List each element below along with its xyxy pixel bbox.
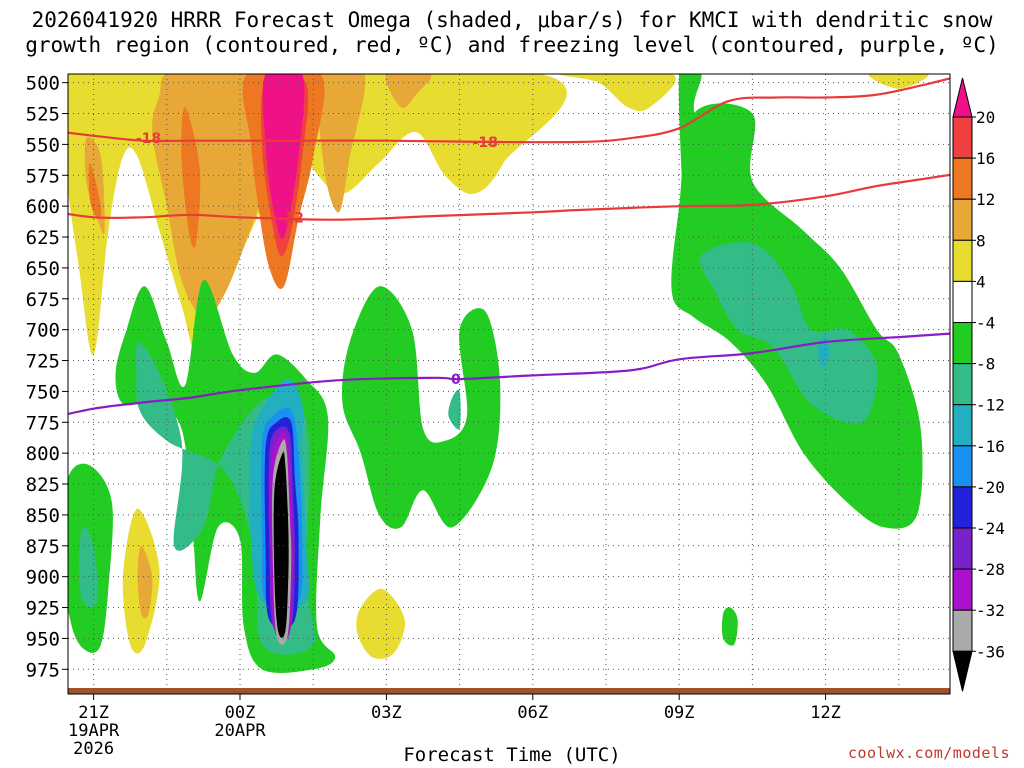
colorbar-segment-7 [952,363,973,406]
colorbar-label-0: 20 [976,108,995,127]
omega-region-minus36-33 [273,451,289,638]
x-axis-title: Forecast Time (UTC) [403,744,621,766]
colorbar-label-11: -28 [976,560,1005,579]
colorbar-segment-12 [952,568,973,611]
colorbar-bottom-triangle [952,650,973,692]
y-tick-label-675: 675 [26,289,60,311]
omega-region-minus8-25 [699,242,878,424]
omega-region-8-8 [385,74,432,109]
colorbar-segment-3 [952,198,973,241]
y-tick-label-825: 825 [26,474,60,496]
x-tick-label-0-1: 19APR [68,721,120,741]
colorbar-label-8: -16 [976,437,1005,456]
credit-text: coolwx.com/models [847,744,1010,762]
colorbar-segment-8 [952,404,973,447]
x-tick-label-3-0: 06Z [517,703,548,723]
omega-region-minus8-22 [79,526,98,608]
colorbar-label-12: -32 [976,601,1005,620]
ground-strip [68,688,950,694]
y-tick-label-875: 875 [26,536,60,558]
y-tick-label-700: 700 [26,320,60,342]
colorbar-segment-2 [952,157,973,200]
x-tick-label-4-0: 09Z [664,703,695,723]
x-tick-label-5-0: 12Z [810,703,841,723]
omega-region-4-1 [559,74,676,111]
y-tick-label-625: 625 [26,227,60,249]
colorbar-label-2: 12 [976,190,995,209]
omega-region-12-11 [181,107,201,248]
y-tick-label-600: 600 [26,196,60,218]
contour-label-2-0: 0 [451,372,461,388]
omega-region-minus4-17 [341,286,501,529]
x-tick-label-2-0: 03Z [371,703,402,723]
y-tick-label-975: 975 [26,659,60,681]
x-tick-label-0-2: 2026 [73,739,114,759]
y-tick-label-725: 725 [26,351,60,373]
contour-0 [68,77,950,144]
omega-region-minus4-20 [721,607,738,646]
omega-region-4-2 [868,74,929,89]
omega-region-8-9 [137,545,153,619]
y-tick-label-750: 750 [26,381,60,403]
y-tick-label-900: 900 [26,567,60,589]
colorbar-label-13: -36 [976,642,1005,661]
chart-title-line-1: 2026041920 HRRR Forecast Omega (shaded, … [31,8,993,32]
omega-region-minus8-23 [135,341,153,405]
colorbar-label-5: -4 [976,314,995,333]
colorbar-top-triangle [952,77,973,118]
colorbar-label-6: -8 [976,355,995,374]
contour-label-0-0: -18 [136,131,161,147]
y-tick-label-650: 650 [26,258,60,280]
x-tick-label-1-0: 00Z [225,703,256,723]
colorbar-segment-4 [952,239,973,282]
omega-shading [68,74,929,674]
y-tick-label-950: 950 [26,628,60,650]
y-tick-label-925: 925 [26,598,60,620]
chart-title-line-2: growth region (contoured, red, ºC) and f… [25,33,999,57]
y-tick-label-525: 525 [26,104,60,126]
contour-1 [68,173,950,221]
colorbar-label-9: -20 [976,478,1005,497]
contour-2 [68,332,950,416]
colorbar-segment-6 [952,322,973,365]
colorbar-segment-9 [952,445,973,488]
colorbar: 20 16 12 8 4 -4 -8 -12 -16 -20 -24 -28 -32 -36 [952,77,1005,692]
grid-lines [68,74,950,688]
colorbar-segment-11 [952,527,973,570]
axes: 500 525 550 575 600 625 650 675 700 725 750 775 800 8… [26,73,951,759]
y-tick-label-500: 500 [26,73,60,95]
y-tick-label-575: 575 [26,165,60,187]
temperature-contours: -18 -18 -12 0 [68,77,950,416]
omega-region-8-7 [317,74,366,213]
ground-strip-bar [68,688,950,694]
x-tick-label-1-1: 20APR [214,721,266,741]
omega-region-20-14 [262,74,305,239]
omega-region-12-10 [88,162,102,219]
colorbar-segment-10 [952,486,973,529]
colorbar-label-7: -12 [976,396,1005,415]
colorbar-label-3: 8 [976,231,986,250]
y-tick-label-550: 550 [26,134,60,156]
y-tick-label-850: 850 [26,505,60,527]
colorbar-label-4: 4 [976,272,986,291]
contour-label-1-0: -12 [279,210,304,226]
colorbar-segment-1 [952,116,973,159]
colorbar-label-10: -24 [976,519,1005,538]
y-tick-label-775: 775 [26,412,60,434]
omega-region-minus8-24 [448,389,461,430]
x-tick-label-0-0: 21Z [78,703,109,723]
colorbar-segment-13 [952,609,973,652]
y-tick-label-800: 800 [26,443,60,465]
colorbar-segment-5 [952,280,973,323]
omega-region-4-4 [356,588,405,659]
plot-frame [67,73,951,695]
colorbar-label-1: 16 [976,149,995,168]
contour-label-0-1: -18 [473,135,498,151]
